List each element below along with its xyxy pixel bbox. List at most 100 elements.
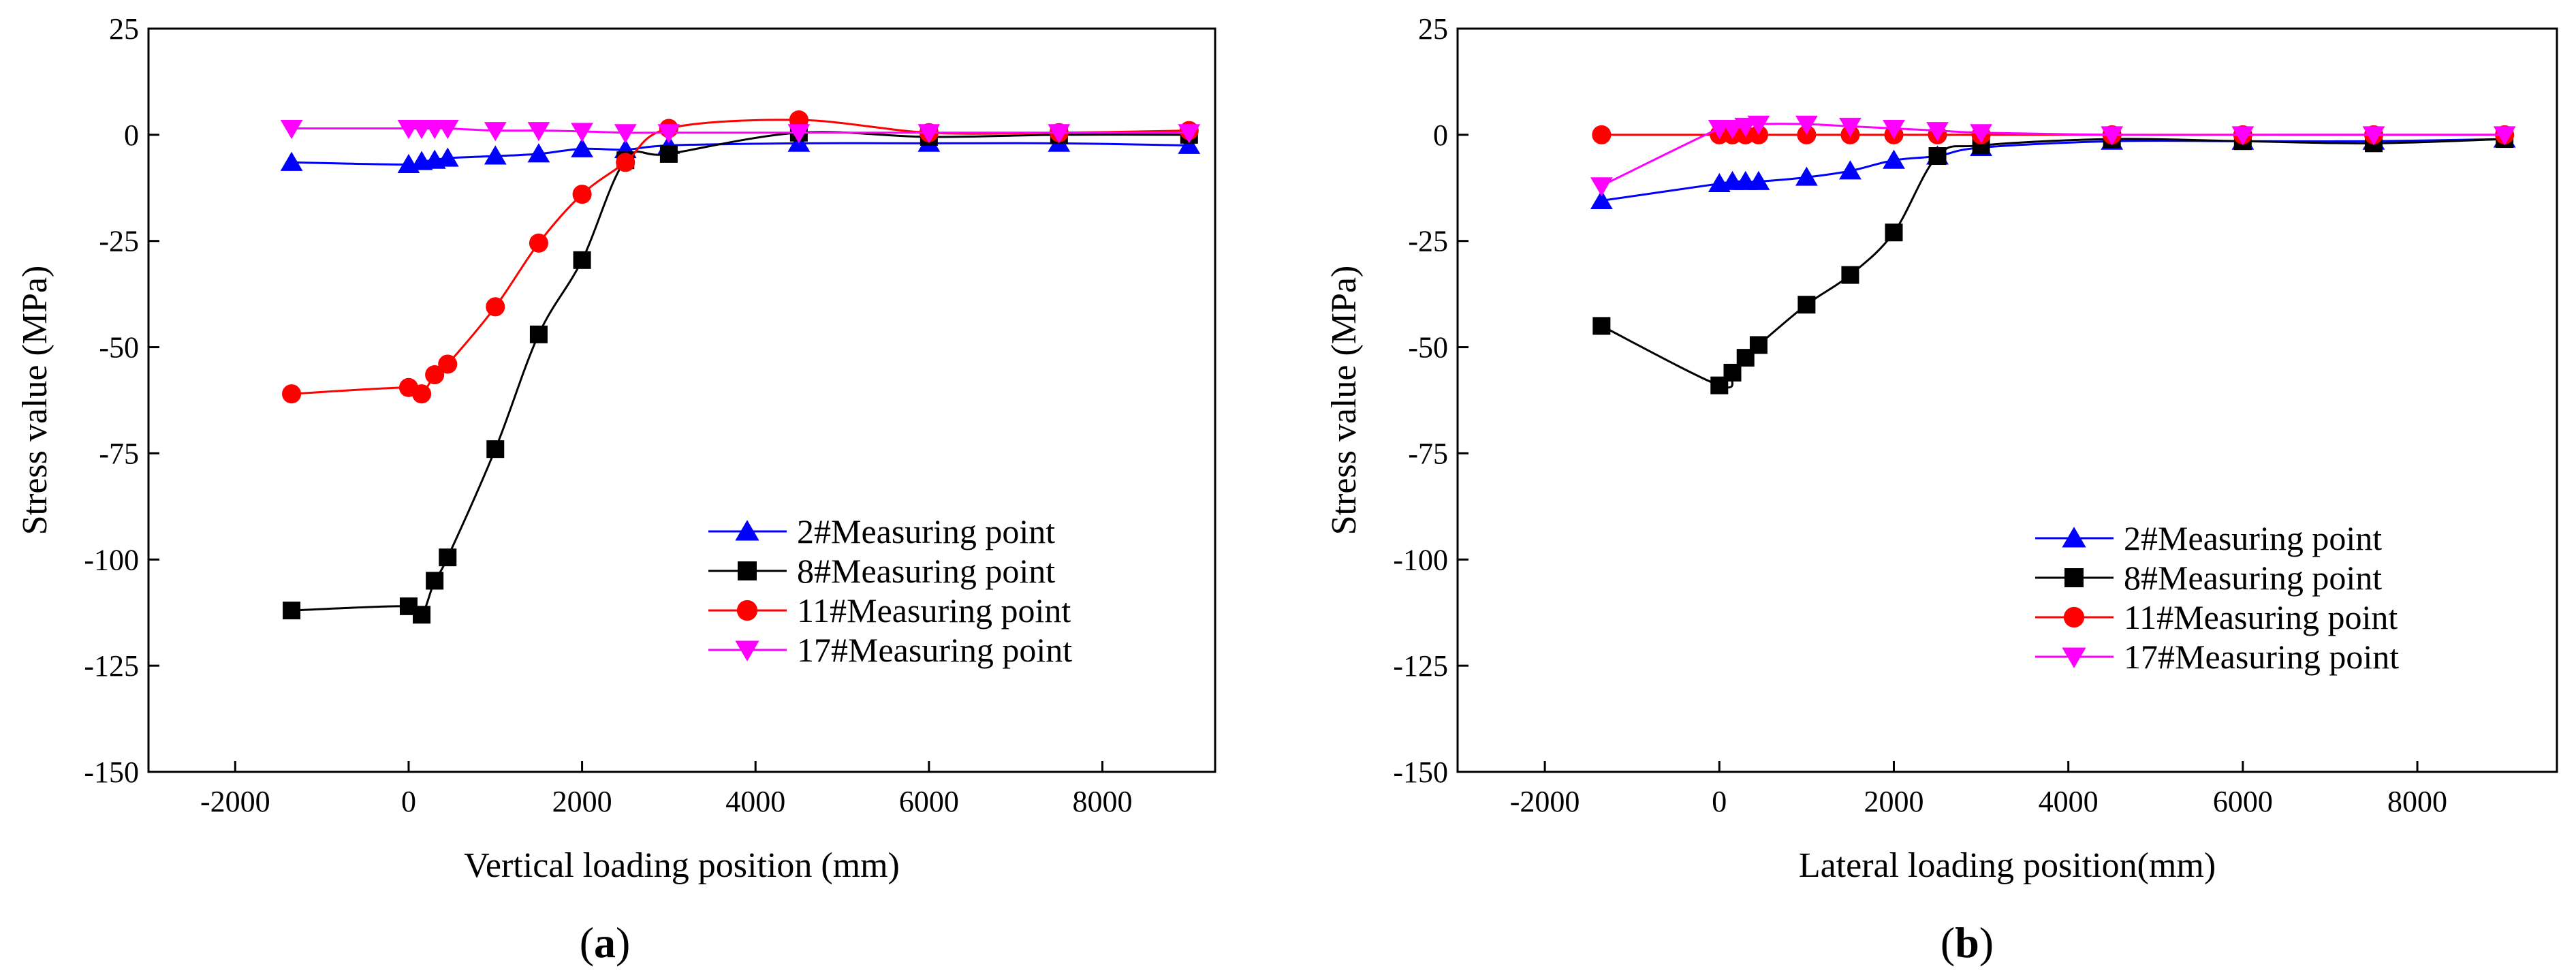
data-point: [2493, 126, 2516, 146]
x-tick-label: 2000: [1864, 785, 1923, 818]
data-point: [1970, 124, 1992, 144]
legend-marker: [738, 561, 757, 580]
legend-label: 8#Measuring point: [797, 552, 1055, 590]
legend-marker: [735, 520, 759, 541]
legend-marker: [735, 640, 759, 662]
x-tick-label: 8000: [1072, 785, 1132, 818]
data-point: [1795, 166, 1818, 186]
legend-marker: [2063, 606, 2085, 628]
data-point: [917, 124, 941, 144]
data-point: [439, 548, 457, 567]
x-tick-label: 4000: [725, 785, 785, 818]
data-point: [280, 120, 303, 140]
data-point: [1749, 336, 1768, 354]
y-tick-label: 0: [124, 119, 139, 152]
y-tick-label: -100: [84, 543, 139, 576]
series-3: [1590, 115, 2516, 197]
data-point: [1747, 115, 1770, 135]
chart-panel-b: -2000 0 2000 4000 6000 8000 -150 -125 -100 -75 -50…: [1325, 12, 2558, 967]
data-point: [436, 120, 459, 140]
panel-label: (a): [580, 918, 631, 967]
x-tick-label: 2000: [552, 785, 612, 818]
data-point: [1590, 177, 1613, 197]
y-tick-label: -50: [99, 331, 139, 364]
data-point: [282, 384, 302, 404]
data-point: [572, 185, 592, 204]
data-point: [529, 325, 548, 343]
y-tick-label: -75: [99, 437, 139, 470]
data-point: [486, 440, 505, 459]
panel-letter: a: [594, 918, 616, 967]
data-point: [1883, 120, 1905, 140]
y-tick-label: -150: [84, 756, 139, 789]
data-point: [425, 365, 445, 385]
series-3: [280, 120, 1201, 144]
data-point: [1734, 117, 1757, 137]
data-point: [616, 153, 635, 172]
legend-label: 2#Measuring point: [797, 512, 1055, 550]
data-point: [1841, 266, 1859, 284]
data-point: [283, 602, 301, 620]
y-tick-label: 25: [1418, 12, 1448, 46]
x-tick-label: -2000: [1510, 785, 1580, 818]
x-tick-label: 4000: [2039, 785, 2099, 818]
data-point: [527, 143, 550, 163]
data-point: [1883, 149, 1905, 169]
data-point: [1592, 125, 1612, 144]
data-point: [413, 606, 431, 624]
data-point: [529, 233, 548, 253]
data-point: [486, 297, 505, 317]
data-point: [2101, 126, 2124, 146]
data-point: [659, 144, 678, 163]
y-tick-label: -100: [1393, 543, 1448, 576]
legend-label: 8#Measuring point: [2124, 559, 2382, 597]
series-1: [283, 123, 1198, 624]
data-point: [1885, 223, 1903, 242]
panel-letter: b: [1955, 918, 1979, 967]
legend-label: 11#Measuring point: [797, 591, 1071, 630]
legend-label: 2#Measuring point: [2124, 519, 2382, 557]
series-2: [282, 110, 1199, 404]
data-point: [1747, 170, 1770, 190]
legend-label: 11#Measuring point: [2124, 598, 2398, 636]
x-axis-label: Vertical loading position (mm): [464, 846, 900, 885]
data-point: [2362, 126, 2385, 146]
data-point: [1178, 134, 1201, 154]
data-point: [1795, 115, 1818, 135]
plot-frame: [147, 27, 1216, 773]
y-axis-label: Stress value (MPa): [1325, 266, 1364, 535]
data-point: [1590, 189, 1613, 209]
y-axis-label: Stress value (MPa): [16, 266, 54, 535]
x-tick-label: 0: [401, 785, 416, 818]
data-point: [1723, 363, 1742, 382]
data-point: [484, 145, 507, 165]
panel-label: (b): [1941, 918, 1994, 967]
data-point: [571, 123, 593, 142]
legend-marker: [2062, 527, 2086, 548]
data-point: [614, 124, 637, 144]
x-tick-label: 0: [1712, 785, 1727, 818]
legend-marker: [2064, 568, 2084, 587]
data-point: [280, 151, 303, 171]
y-tick-label: 0: [1433, 119, 1448, 152]
y-tick-label: -150: [1393, 756, 1448, 789]
x-tick-label: 6000: [2213, 785, 2273, 818]
data-point: [1926, 122, 1949, 142]
data-point: [657, 124, 680, 144]
data-point: [426, 572, 444, 590]
data-point: [1048, 124, 1071, 144]
data-point: [1178, 124, 1201, 144]
plot-frame: [1456, 27, 2558, 773]
series-1: [1592, 130, 2514, 394]
data-point: [571, 138, 593, 157]
data-point: [527, 122, 550, 142]
x-tick-label: 6000: [899, 785, 959, 818]
legend-marker: [736, 600, 758, 621]
x-tick-label: -2000: [200, 785, 270, 818]
data-point: [438, 354, 458, 374]
legend-label: 17#Measuring point: [797, 631, 1072, 669]
y-tick-label: -125: [84, 649, 139, 683]
data-point: [1839, 160, 1862, 180]
data-point: [484, 122, 507, 142]
